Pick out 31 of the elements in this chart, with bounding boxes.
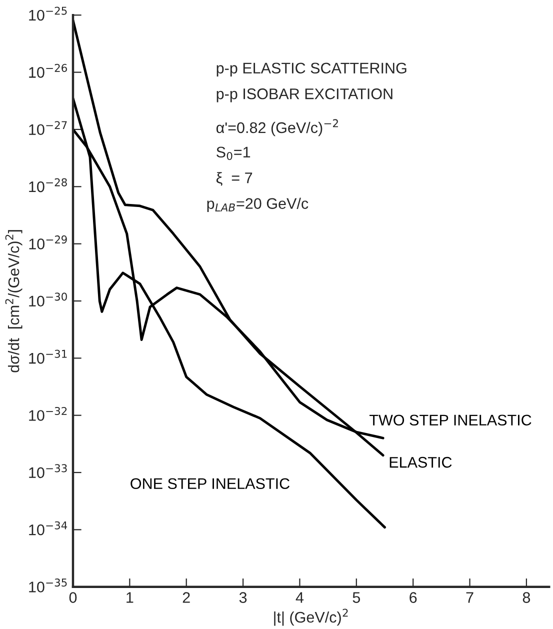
series-label: ELASTIC <box>390 456 452 468</box>
y-tick-label: 10$^{−25}$ <box>29 6 67 21</box>
x-tick-label: 1 <box>126 592 134 603</box>
y-axis-title: dσ/dt [cm$^{2}$/(GeV/c)$^{2}$] <box>5 230 22 372</box>
annotation: p-p ELASTIC SCATTERING <box>216 62 406 77</box>
text: ONE STEP INELASTIC <box>130 478 290 490</box>
annotation: S$_{0}$=1 <box>216 146 250 160</box>
x-tick-label: 3 <box>239 592 247 603</box>
x-axis-title: |t| (GeV/c)$^{2}$ <box>274 608 348 626</box>
y-tick-label: 10$^{−26}$ <box>29 64 67 78</box>
x-tick-label: 0 <box>69 592 77 603</box>
y-tick-label: 10$^{−33}$ <box>29 464 67 478</box>
x-tick-label: 5 <box>352 592 360 603</box>
y-tick-label: 10$^{−27}$ <box>29 121 67 136</box>
y-tick-label: 10$^{−35}$ <box>29 578 67 592</box>
x-tick-label: 7 <box>466 592 474 603</box>
y-tick-label: 10$^{−32}$ <box>29 406 67 421</box>
x-tick-label: 6 <box>410 592 417 603</box>
y-tick-label: 10$^{−31}$ <box>29 350 67 364</box>
y-tick-label: 10$^{−29}$ <box>29 235 67 250</box>
annotation: p-p ISOBAR EXCITATION <box>216 88 392 102</box>
annotation: α'=0.82 (GeV/c)$^{−2}$ <box>216 119 338 136</box>
y-tick-label: 10$^{−34}$ <box>29 521 68 536</box>
annotation: ξ = 7 <box>216 172 252 186</box>
annotation: p$_{LAB}$=20 GeV/c <box>207 198 308 212</box>
x-tick-label: 2 <box>182 592 190 603</box>
series-label: TWO STEP INELASTIC <box>370 414 532 426</box>
y-tick-label: 10$^{−28}$ <box>29 178 67 192</box>
x-tick-label: 8 <box>522 592 530 603</box>
y-tick-label: 10$^{−30}$ <box>29 292 67 307</box>
x-tick-label: 4 <box>296 592 304 603</box>
